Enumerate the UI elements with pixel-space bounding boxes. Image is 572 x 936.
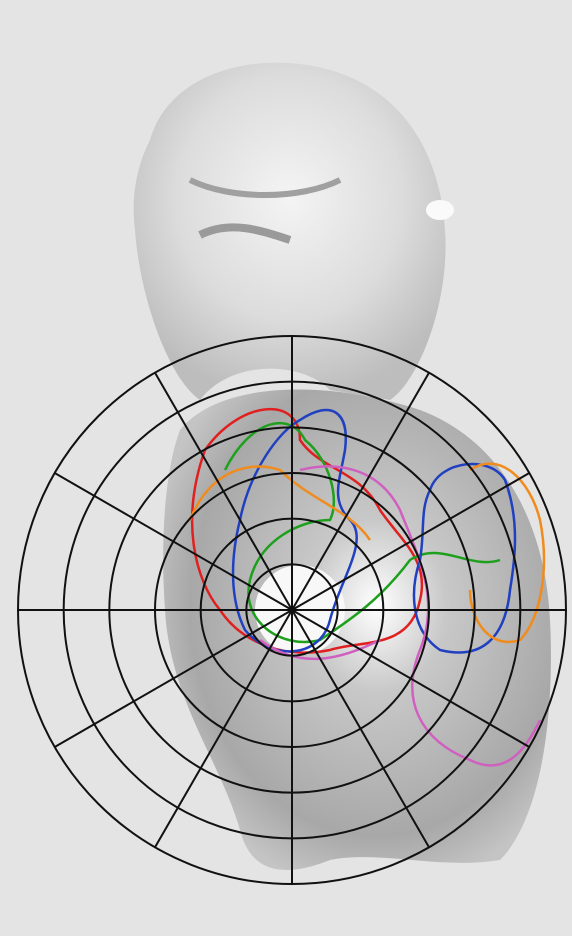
grid-spoke <box>291 372 430 611</box>
grid-spoke <box>54 609 293 748</box>
grid-spoke <box>291 609 530 748</box>
contours <box>188 407 546 767</box>
brow-shadow <box>188 177 342 198</box>
grid-spoke <box>154 372 293 611</box>
grid-spoke <box>54 472 293 611</box>
grid-spoke <box>154 609 293 848</box>
highlight <box>426 200 454 220</box>
contour-red <box>190 407 424 654</box>
eye-shadow <box>198 223 292 244</box>
grid-spoke <box>291 609 430 848</box>
polar-grid <box>17 335 567 885</box>
lower-region <box>163 389 551 870</box>
grid-spoke <box>291 472 530 611</box>
head-region <box>133 62 446 400</box>
contour-green <box>223 422 501 644</box>
